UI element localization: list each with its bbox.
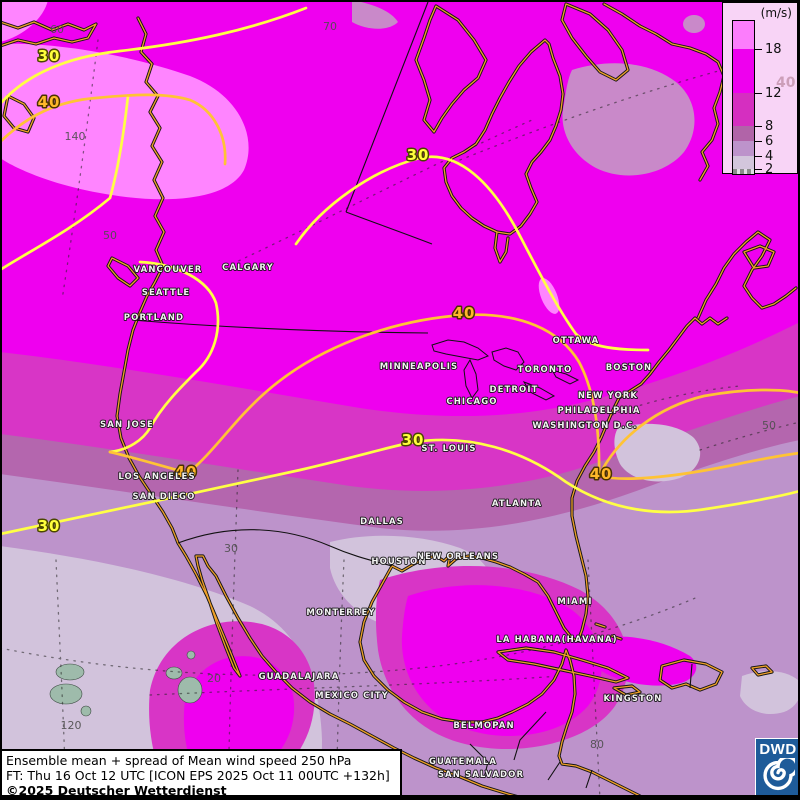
grid-label: 70 xyxy=(323,20,337,33)
city-label-miami: MIAMI xyxy=(557,597,592,607)
contour-30-lines xyxy=(0,6,800,536)
city-label-seattle: SEATTLE xyxy=(142,288,191,298)
region-cuba-12-18 xyxy=(587,636,697,686)
great-lakes xyxy=(431,339,580,401)
bottom-border-strip xyxy=(0,795,800,800)
legend-swatch xyxy=(733,156,754,169)
city-label-new-york: NEW YORK xyxy=(578,391,638,401)
contour-40-lines xyxy=(0,93,800,480)
legend-colorbar xyxy=(732,20,755,175)
legend-tick xyxy=(754,169,762,170)
grid-label: 50 xyxy=(762,419,776,432)
legend-swatch xyxy=(733,141,754,156)
copyright-line: ©2025 Deutscher Wetterdienst xyxy=(6,783,227,798)
legend-tick-label: 18 xyxy=(765,42,782,57)
legend-tick-label: 2 xyxy=(765,162,774,177)
city-label-philadelphia: PHILADELPHIA xyxy=(557,406,640,416)
city-label-new-orleans: NEW ORLEANS xyxy=(417,552,499,562)
legend-tick xyxy=(754,156,762,157)
legend-tick xyxy=(754,126,762,127)
dwd-spiral-icon xyxy=(763,755,799,791)
city-label-dallas: DALLAS xyxy=(360,517,404,527)
legend-title: (m/s) xyxy=(760,6,792,20)
city-label-boston: BOSTON xyxy=(606,363,653,373)
city-label-houston: HOUSTON xyxy=(371,557,426,567)
city-label-belmopan: BELMOPAN xyxy=(453,721,514,731)
city-label-ottawa: OTTAWA xyxy=(553,336,600,346)
legend-swatch xyxy=(733,126,754,141)
hawaii-islands xyxy=(49,650,203,717)
chart-info-box: Ensemble mean + spread of Mean wind spee… xyxy=(0,749,402,798)
city-label-minneapolis: MINNEAPOLIS xyxy=(380,362,459,372)
contour-label-40: 40 xyxy=(38,93,61,111)
region-gt18-corner xyxy=(0,0,48,42)
grid-label: 30 xyxy=(224,542,238,555)
chart-title: Ensemble mean + spread of Mean wind spee… xyxy=(6,753,352,768)
dwd-logo-text: DWD xyxy=(759,741,797,758)
city-label-san-diego: SAN DIEGO xyxy=(133,492,196,502)
dwd-logo: DWD xyxy=(755,738,800,795)
region-2-4-caribbean xyxy=(740,671,800,714)
grid-label: 120 xyxy=(61,719,82,732)
city-label-guadalajara: GUADALAJARA xyxy=(259,672,340,682)
city-label-detroit: DETROIT xyxy=(489,385,538,395)
legend-swatch xyxy=(733,49,754,93)
city-label-vancouver: VANCOUVER xyxy=(134,265,203,275)
wind-speed-legend: (m/s) 40 18 12 8 6 4 2 xyxy=(722,2,798,177)
city-label-atlanta: ATLANTA xyxy=(492,499,542,509)
legend-tick-label: 12 xyxy=(765,86,782,101)
legend-swatch-below-min xyxy=(733,169,754,174)
city-label-monterrey: MONTERREY xyxy=(306,608,375,618)
legend-tick xyxy=(754,93,762,94)
city-label-san-jose: SAN JOSE xyxy=(100,420,154,430)
city-label-toronto: TORONTO xyxy=(518,365,573,375)
region-spread-gray-hudson xyxy=(562,63,695,176)
city-label-calgary: CALGARY xyxy=(222,263,274,273)
contour-label-40: 40 xyxy=(453,304,476,322)
political-borders xyxy=(131,1,693,789)
contour-label-30: 30 xyxy=(402,431,425,449)
city-label-la-habana: LA HABANA(HAVANA) xyxy=(496,635,617,645)
grid-label: 50 xyxy=(103,229,117,242)
city-label-guatemala: GUATEMALA xyxy=(429,757,497,767)
city-label-portland: PORTLAND xyxy=(124,313,184,323)
region-spread-gray-small xyxy=(683,15,705,33)
city-labels: VANCOUVER CALGARY SEATTLE PORTLAND MINNE… xyxy=(99,262,663,781)
legend-tick-label: 6 xyxy=(765,134,774,149)
region-mexico-12-18-core xyxy=(401,585,602,737)
legend-swatch xyxy=(733,93,754,126)
contour-label-40: 40 xyxy=(590,465,613,483)
city-label-mexico-city: MEXICO CITY xyxy=(315,691,389,701)
forecast-time-line: FT: Thu 16 Oct 12 UTC [ICON EPS 2025 Oct… xyxy=(6,768,390,783)
legend-tick xyxy=(754,141,762,142)
contour-value-labels: 30 40 30 40 30 40 40 30 xyxy=(36,46,613,537)
legend-tick-label: 4 xyxy=(765,149,774,164)
region-gt18-streak xyxy=(538,278,560,314)
contour-label-30: 30 xyxy=(38,517,61,535)
graticule-labels: 70 60 140 50 50 30 20 120 80 xyxy=(50,20,776,751)
region-2-4-atlantic xyxy=(614,423,701,482)
city-label-chicago: CHICAGO xyxy=(446,397,497,407)
city-label-los-angeles: LOS ANGELES xyxy=(118,472,195,482)
city-label-st-louis: ST. LOUIS xyxy=(421,444,476,454)
contour-label-30: 30 xyxy=(38,47,61,65)
city-label-washington-dc: WASHINGTON D.C. xyxy=(532,421,637,431)
legend-tick xyxy=(754,49,762,50)
contour-label-30: 30 xyxy=(407,146,430,164)
city-label-san-salvador: SAN SALVADOR xyxy=(438,770,524,780)
contour-label-40: 40 xyxy=(175,463,198,481)
legend-swatch xyxy=(733,21,754,49)
legend-tick-label: 8 xyxy=(765,119,774,134)
region-spread-gray-top xyxy=(352,0,398,29)
grid-label: 140 xyxy=(65,130,86,143)
grid-label: 60 xyxy=(50,23,64,36)
contour-label-40-faint: 40 xyxy=(776,75,796,91)
grid-label: 20 xyxy=(207,672,221,685)
city-label-kingston: KINGSTON xyxy=(604,694,663,704)
grid-label: 80 xyxy=(590,738,604,751)
